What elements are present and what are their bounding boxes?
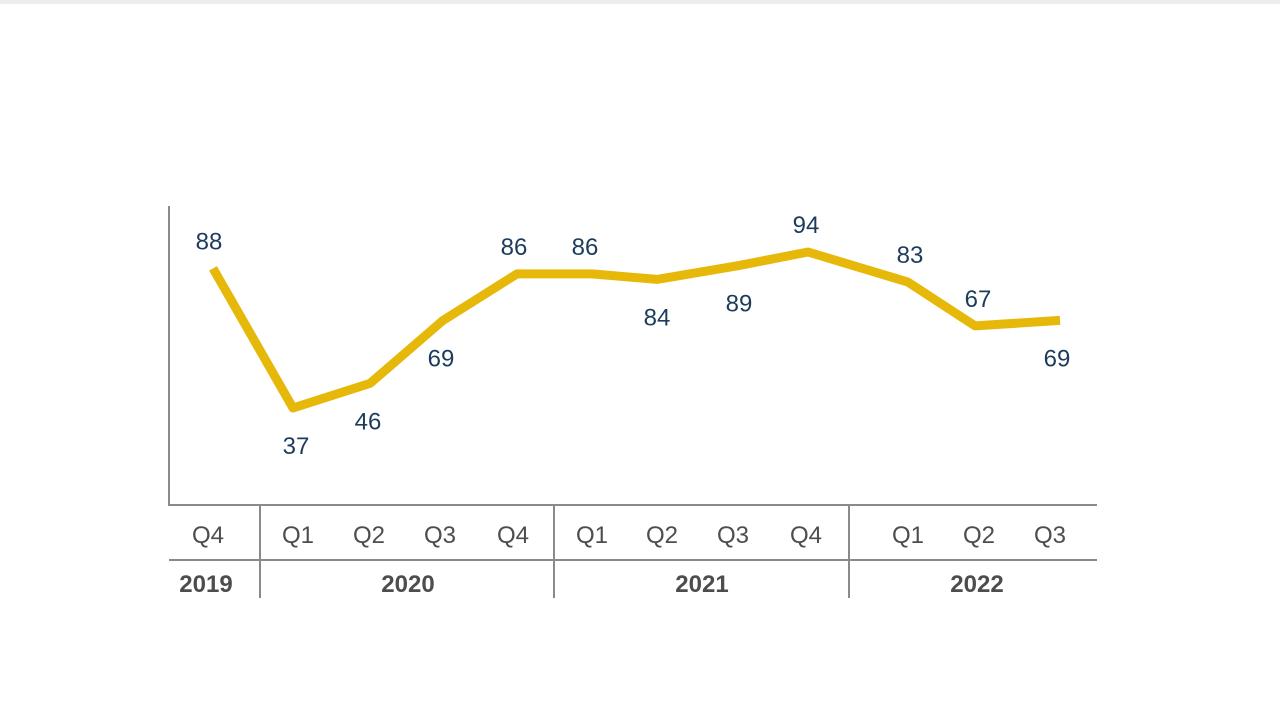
year-label: 2019: [179, 571, 232, 598]
x-tick-label: Q1: [576, 522, 608, 549]
x-tick-label: Q2: [353, 522, 385, 549]
data-label: 37: [283, 433, 310, 460]
data-label: 67: [965, 286, 992, 313]
x-tick-label: Q2: [646, 522, 678, 549]
x-tick-label: Q4: [790, 522, 822, 549]
x-tick-label: Q3: [424, 522, 456, 549]
top-border: [0, 0, 1280, 4]
data-label: 83: [897, 242, 924, 269]
data-label: 86: [572, 234, 599, 261]
data-label: 89: [726, 291, 753, 318]
data-label: 69: [1044, 345, 1071, 372]
series-line: [209, 247, 1061, 413]
data-label: 88: [196, 228, 223, 255]
x-tick-label: Q4: [192, 522, 224, 549]
data-label: 46: [355, 408, 382, 435]
x-tick-label: Q2: [963, 522, 995, 549]
year-label: 2020: [381, 571, 434, 598]
x-tick-label: Q1: [282, 522, 314, 549]
x-tick-label: Q3: [1034, 522, 1066, 549]
x-tick-label: Q1: [892, 522, 924, 549]
x-tick-label: Q3: [717, 522, 749, 549]
x-tick-label: Q4: [497, 522, 529, 549]
year-label: 2021: [675, 571, 728, 598]
year-label: 2022: [950, 571, 1003, 598]
year-labels: 2019 2020 2021 2022: [179, 571, 1003, 598]
year-dividers: [259, 505, 850, 598]
data-label: 84: [644, 304, 671, 331]
data-label: 86: [501, 234, 528, 261]
x-tick-labels: Q4 Q1 Q2 Q3 Q4 Q1 Q2 Q3 Q4 Q1 Q2 Q3: [192, 522, 1066, 549]
data-label: 69: [428, 345, 455, 372]
data-labels: 88 37 46 69 86 86 84 89 94 83 67 69: [196, 212, 1071, 460]
data-label: 94: [793, 212, 820, 239]
